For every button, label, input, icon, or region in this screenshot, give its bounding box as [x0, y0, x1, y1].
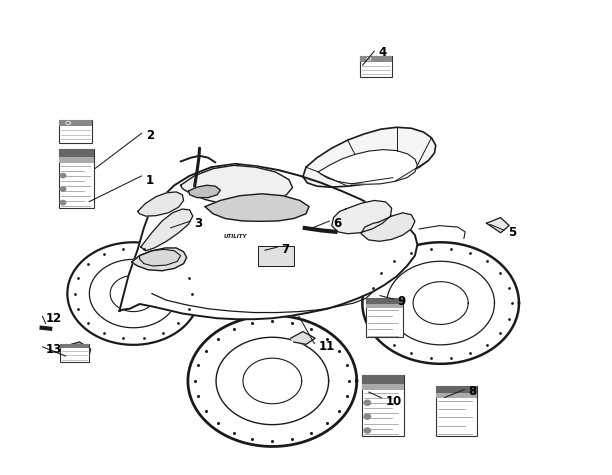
Bar — [59, 149, 94, 157]
Polygon shape — [141, 209, 193, 251]
Bar — [366, 304, 403, 308]
Polygon shape — [487, 218, 509, 233]
Polygon shape — [61, 187, 66, 191]
Polygon shape — [364, 414, 371, 419]
Polygon shape — [364, 428, 371, 433]
Text: 7: 7 — [282, 243, 289, 256]
Bar — [436, 386, 477, 436]
Text: 10: 10 — [386, 395, 402, 408]
Polygon shape — [61, 200, 66, 205]
Text: 13: 13 — [46, 342, 62, 356]
Bar — [360, 56, 392, 62]
Text: 6: 6 — [334, 217, 341, 230]
Bar — [436, 386, 477, 393]
Polygon shape — [119, 164, 417, 319]
Polygon shape — [140, 249, 181, 266]
Bar — [258, 246, 294, 266]
Text: 2: 2 — [146, 129, 154, 142]
Bar — [59, 157, 94, 163]
Bar — [436, 393, 477, 398]
Bar — [360, 56, 392, 77]
Bar — [59, 149, 94, 208]
Bar — [59, 120, 92, 126]
Bar — [60, 344, 89, 362]
Polygon shape — [364, 400, 371, 405]
Text: 4: 4 — [378, 46, 386, 59]
Bar — [60, 344, 89, 348]
Text: UTILITY: UTILITY — [223, 235, 247, 239]
Polygon shape — [188, 185, 220, 198]
Polygon shape — [318, 150, 417, 184]
Bar — [366, 298, 403, 304]
Polygon shape — [138, 192, 184, 216]
Polygon shape — [291, 332, 315, 344]
Text: 11: 11 — [318, 340, 335, 353]
Text: 8: 8 — [468, 385, 476, 399]
Polygon shape — [361, 213, 415, 241]
Polygon shape — [303, 127, 436, 187]
Polygon shape — [132, 248, 187, 271]
Bar — [362, 384, 404, 390]
Bar — [362, 375, 404, 436]
Polygon shape — [61, 173, 66, 178]
Text: 5: 5 — [508, 226, 516, 239]
Polygon shape — [205, 194, 309, 221]
Text: 9: 9 — [398, 295, 406, 308]
Text: 1: 1 — [146, 174, 154, 187]
Bar — [59, 120, 92, 142]
Polygon shape — [332, 200, 392, 234]
Polygon shape — [181, 165, 293, 204]
Bar — [366, 298, 403, 337]
Bar — [362, 375, 404, 384]
Text: 3: 3 — [195, 217, 203, 230]
Text: 12: 12 — [46, 312, 62, 325]
Polygon shape — [61, 342, 91, 361]
